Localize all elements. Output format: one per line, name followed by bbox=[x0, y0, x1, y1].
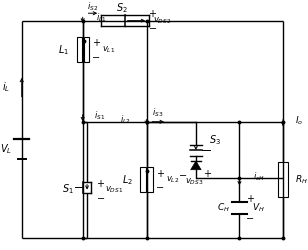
Bar bbox=[77, 37, 82, 62]
Text: +: + bbox=[156, 168, 164, 178]
Bar bbox=[278, 162, 288, 197]
Bar bbox=[140, 168, 146, 192]
Text: $i_{S2}$: $i_{S2}$ bbox=[87, 1, 99, 13]
Text: $L_1$: $L_1$ bbox=[58, 43, 69, 56]
Text: $i_L$: $i_L$ bbox=[2, 80, 10, 94]
Bar bbox=[148, 168, 153, 192]
Text: $V_H$: $V_H$ bbox=[252, 202, 265, 214]
Text: $v_{DS2}$: $v_{DS2}$ bbox=[153, 16, 172, 26]
Bar bbox=[83, 37, 89, 62]
Text: $v_{DS1}$: $v_{DS1}$ bbox=[105, 184, 124, 195]
Text: $S_1$: $S_1$ bbox=[62, 183, 74, 196]
Text: $i_{L2}$: $i_{L2}$ bbox=[120, 113, 131, 126]
Text: $L_2$: $L_2$ bbox=[122, 173, 133, 186]
Text: $i_{S3}$: $i_{S3}$ bbox=[152, 107, 164, 119]
Text: $-$: $-$ bbox=[178, 168, 187, 178]
Text: $i_{L1}$: $i_{L1}$ bbox=[96, 12, 107, 24]
Text: $I_o$: $I_o$ bbox=[295, 114, 303, 127]
Polygon shape bbox=[191, 161, 201, 170]
Text: +: + bbox=[148, 9, 156, 19]
Text: $i_{S1}$: $i_{S1}$ bbox=[94, 109, 105, 122]
Text: $-$: $-$ bbox=[245, 212, 254, 222]
Text: $-$: $-$ bbox=[95, 192, 105, 202]
Text: $S_3$: $S_3$ bbox=[209, 133, 221, 147]
Text: +: + bbox=[204, 168, 212, 178]
Text: $V_L$: $V_L$ bbox=[0, 142, 12, 156]
Text: +: + bbox=[92, 38, 100, 48]
Text: $v_{L1}$: $v_{L1}$ bbox=[102, 44, 116, 55]
Text: $v_{DS3}$: $v_{DS3}$ bbox=[185, 177, 204, 188]
Text: +: + bbox=[245, 194, 253, 204]
Text: $-$: $-$ bbox=[155, 181, 164, 191]
Text: $R_H$: $R_H$ bbox=[295, 174, 307, 186]
Text: $v_{L2}$: $v_{L2}$ bbox=[166, 174, 179, 185]
Text: $S_2$: $S_2$ bbox=[116, 2, 128, 15]
Text: +: + bbox=[96, 179, 104, 189]
Text: $-$: $-$ bbox=[148, 22, 157, 32]
Text: $-$: $-$ bbox=[91, 51, 100, 61]
Text: $C_H$: $C_H$ bbox=[217, 202, 230, 214]
Text: $i_{cH}$: $i_{cH}$ bbox=[253, 171, 264, 183]
